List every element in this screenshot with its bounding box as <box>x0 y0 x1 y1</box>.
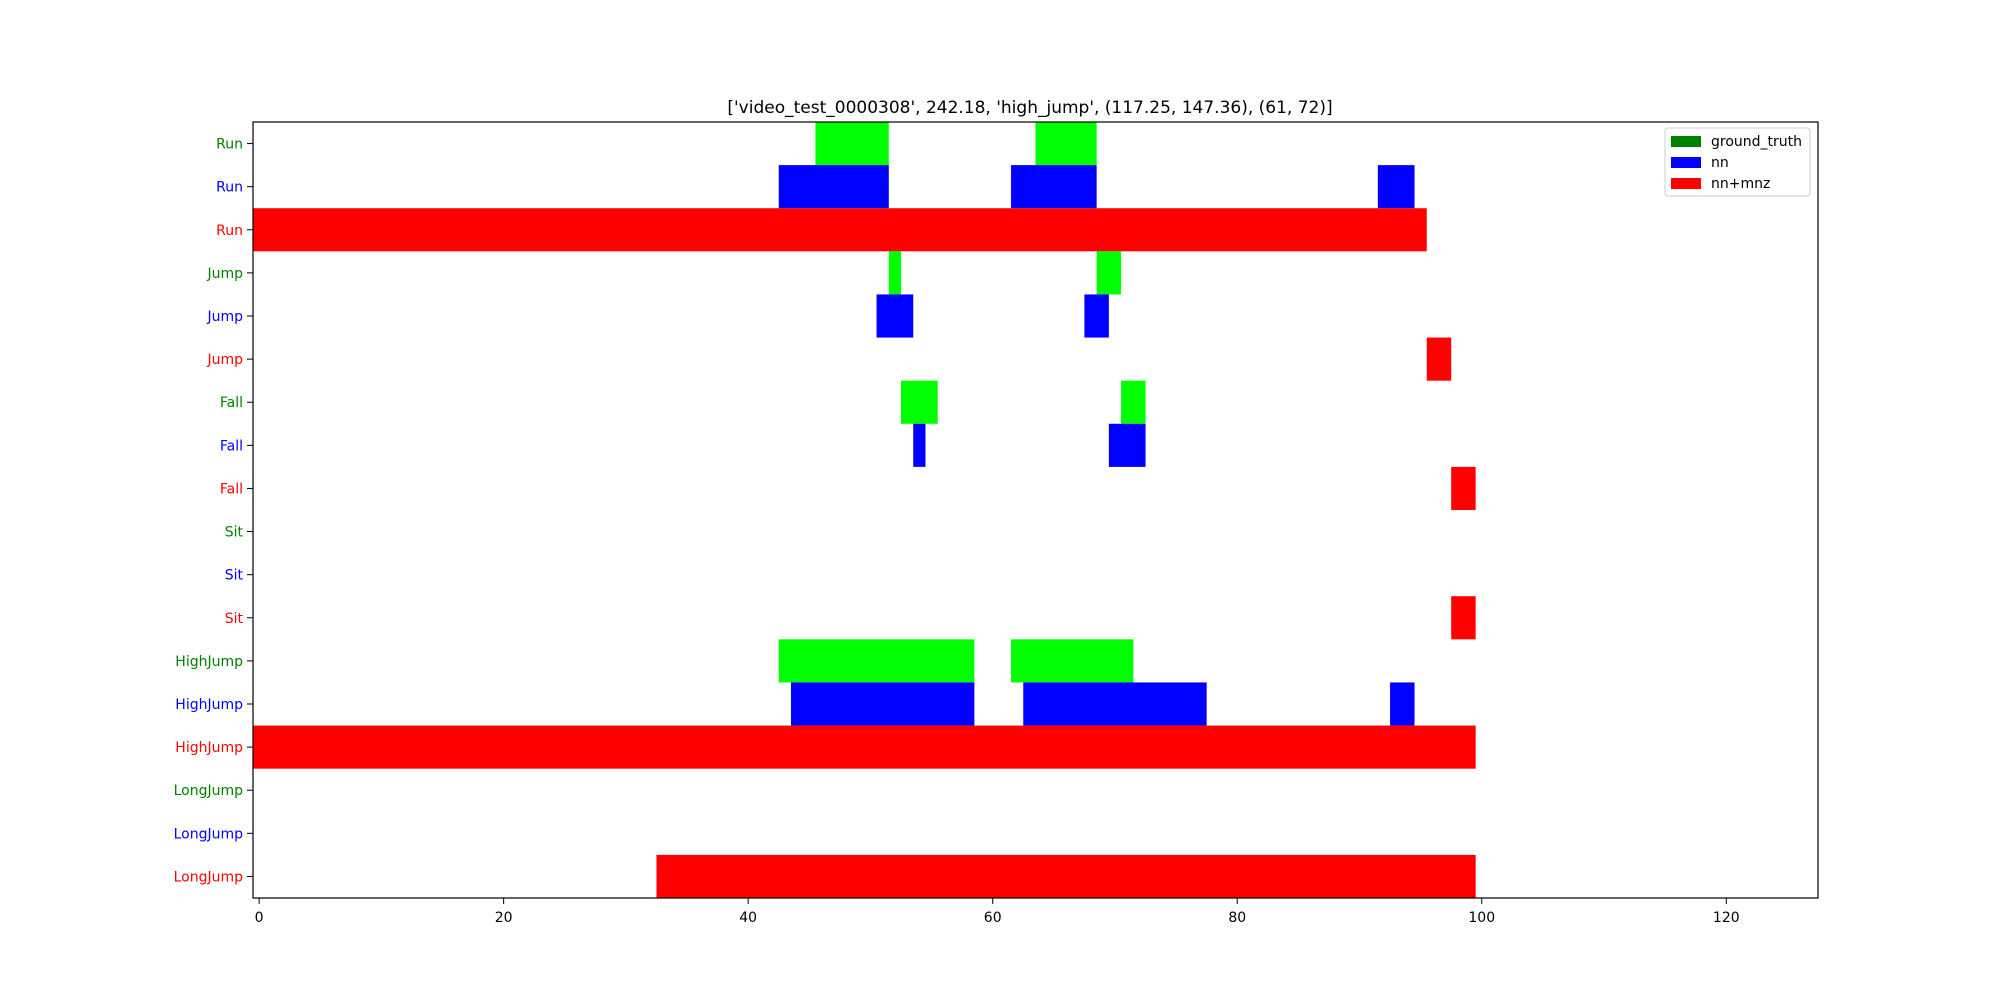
legend-swatch <box>1671 136 1701 147</box>
x-tick-label: 20 <box>495 910 513 926</box>
bar-jump-ground_truth-1 <box>1096 251 1122 295</box>
plot-area: Run Run Run Jump Jump Jump Fall Fall Fall Sit Sit S… <box>174 121 1819 926</box>
y-tick-label: HighJump <box>175 740 243 756</box>
y-tick-label: HighJump <box>175 654 243 670</box>
chart-title: ['video_test_0000308', 242.18, 'high_jum… <box>727 98 1332 118</box>
legend-swatch <box>1671 178 1701 189</box>
x-tick-label: 60 <box>984 910 1002 926</box>
y-tick-label: Jump <box>206 266 243 282</box>
bar-run-nn-1 <box>1011 165 1097 209</box>
x-tick-label: 0 <box>255 910 264 926</box>
bar-fall-nn-0 <box>913 423 926 467</box>
y-tick-label: Sit <box>225 525 244 541</box>
bar-longjump-nn-mnz-0 <box>656 854 1476 898</box>
y-tick-label: Jump <box>206 309 243 325</box>
bar-fall-nn-mnz-0 <box>1451 466 1476 510</box>
legend-label: nn+mnz <box>1711 176 1770 192</box>
x-tick-label: 120 <box>1713 910 1740 926</box>
bar-run-nn-mnz-0 <box>253 208 1427 252</box>
bar-highjump-nn-2 <box>1390 682 1415 726</box>
bar-run-ground_truth-0 <box>815 122 889 166</box>
y-tick-label: Sit <box>225 568 244 584</box>
x-tick-label: 100 <box>1468 910 1495 926</box>
y-tick-label: Run <box>216 223 243 239</box>
y-tick-label: Run <box>216 137 243 153</box>
y-tick-label: Sit <box>225 611 244 627</box>
legend-swatch <box>1671 157 1701 168</box>
legend-label: ground_truth <box>1711 134 1802 150</box>
y-tick-label: Jump <box>206 352 243 368</box>
bar-highjump-nn-0 <box>790 682 975 726</box>
y-tick-label: LongJump <box>174 783 244 799</box>
bar-fall-ground_truth-0 <box>901 380 938 424</box>
x-tick-label: 40 <box>739 910 757 926</box>
legend-label: nn <box>1711 155 1729 171</box>
bar-jump-nn-mnz-0 <box>1426 337 1452 381</box>
y-tick-label: LongJump <box>174 869 244 885</box>
legend-frame <box>1664 127 1811 197</box>
bar-fall-ground_truth-1 <box>1121 380 1146 424</box>
x-tick-label: 80 <box>1228 910 1246 926</box>
bar-highjump-ground_truth-1 <box>1011 639 1134 683</box>
bar-jump-nn-0 <box>876 294 914 338</box>
bar-highjump-nn-1 <box>1023 682 1207 726</box>
bar-jump-ground_truth-0 <box>888 251 902 295</box>
y-tick-label: HighJump <box>175 697 243 713</box>
bar-jump-nn-1 <box>1084 294 1109 338</box>
y-tick-label: Fall <box>220 438 243 454</box>
y-tick-label: LongJump <box>174 826 244 842</box>
axes-frame <box>252 121 1819 899</box>
bar-fall-nn-1 <box>1108 423 1146 467</box>
bar-sit-nn-mnz-0 <box>1451 596 1476 640</box>
y-tick-label: Run <box>216 180 243 196</box>
y-tick-label: Fall <box>220 481 243 497</box>
bar-highjump-nn-mnz-0 <box>253 725 1476 769</box>
bar-run-nn-2 <box>1377 165 1415 209</box>
y-tick-label: Fall <box>220 395 243 411</box>
bar-run-ground_truth-1 <box>1035 122 1097 166</box>
bar-highjump-ground_truth-0 <box>778 639 975 683</box>
bar-run-nn-0 <box>778 165 889 209</box>
